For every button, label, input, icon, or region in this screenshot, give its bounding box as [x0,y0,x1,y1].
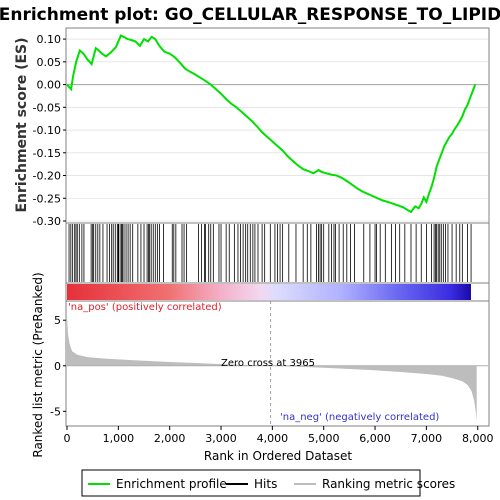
metric-tick-label: -5 [50,405,61,418]
es-tick-label: -0.20 [33,170,61,183]
hit-marks [68,224,472,282]
x-tick-label: 2,000 [154,432,186,445]
metric-tick-label: 0 [54,360,61,373]
legend-ranking-label: Ranking metric scores [322,477,455,491]
es-tick-label: 0.10 [37,33,62,46]
pos-label: 'na_pos' (positively correlated) [68,302,222,313]
es-tick-label: -0.10 [33,124,61,137]
x-tick-label: 5,000 [308,432,340,445]
metric-y-axis-label: Ranked list metric (PreRanked) [31,272,45,457]
x-axis-label: Rank in Ordered Dataset [204,449,352,463]
x-tick-label: 7,000 [411,432,443,445]
es-tick-label: 0.05 [37,56,62,69]
ranking-color-bar [67,284,471,300]
chart-title: Enrichment plot: GO_CELLULAR_RESPONSE_TO… [0,5,500,25]
legend-hits-label: Hits [254,477,277,491]
x-tick-label: 4,000 [257,432,289,445]
es-tick-label: -0.15 [33,147,61,160]
legend-box [81,469,421,497]
es-panel [65,27,490,224]
es-y-ticks: 0.10 0.05 0.00 -0.05 -0.10 -0.15 -0.20 -0.25 -0.… [33,33,66,228]
metric-y-ticks: 5 0 -5 [50,314,66,418]
es-tick-label: 0.00 [37,79,62,92]
x-tick-label: 1,000 [103,432,135,445]
x-tick-label: 3,000 [205,432,237,445]
es-tick-label: -0.30 [33,215,61,228]
es-tick-label: -0.25 [33,192,61,205]
x-tick-label: 0 [64,432,71,445]
legend: Enrichment profile Hits Ranking metric s… [81,469,455,497]
x-tick-label: 6,000 [359,432,391,445]
enrichment-profile-line [66,34,477,214]
es-tick-label: -0.05 [33,101,61,114]
legend-enrichment-label: Enrichment profile [116,477,227,491]
ranked-metric-area [67,315,477,421]
x-tick-label: 8,000 [462,432,494,445]
zero-cross-label: Zero cross at 3965 [221,358,315,369]
es-y-axis-label: Enrichment score (ES) [14,37,30,212]
x-axis-ticks: 0 1,000 2,000 3,000 4,000 5,000 6,000 7,000 8,00… [64,426,494,445]
es-gridlines [67,38,488,222]
metric-tick-label: 5 [54,314,61,327]
neg-label: 'na_neg' (negatively correlated) [280,412,439,423]
